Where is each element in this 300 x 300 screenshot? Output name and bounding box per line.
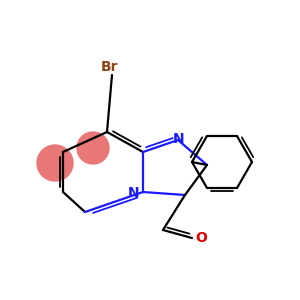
Circle shape: [37, 145, 73, 181]
Circle shape: [77, 132, 109, 164]
Text: Br: Br: [101, 60, 119, 74]
Text: N: N: [173, 132, 185, 146]
Text: N: N: [128, 186, 140, 200]
Text: O: O: [195, 231, 207, 245]
